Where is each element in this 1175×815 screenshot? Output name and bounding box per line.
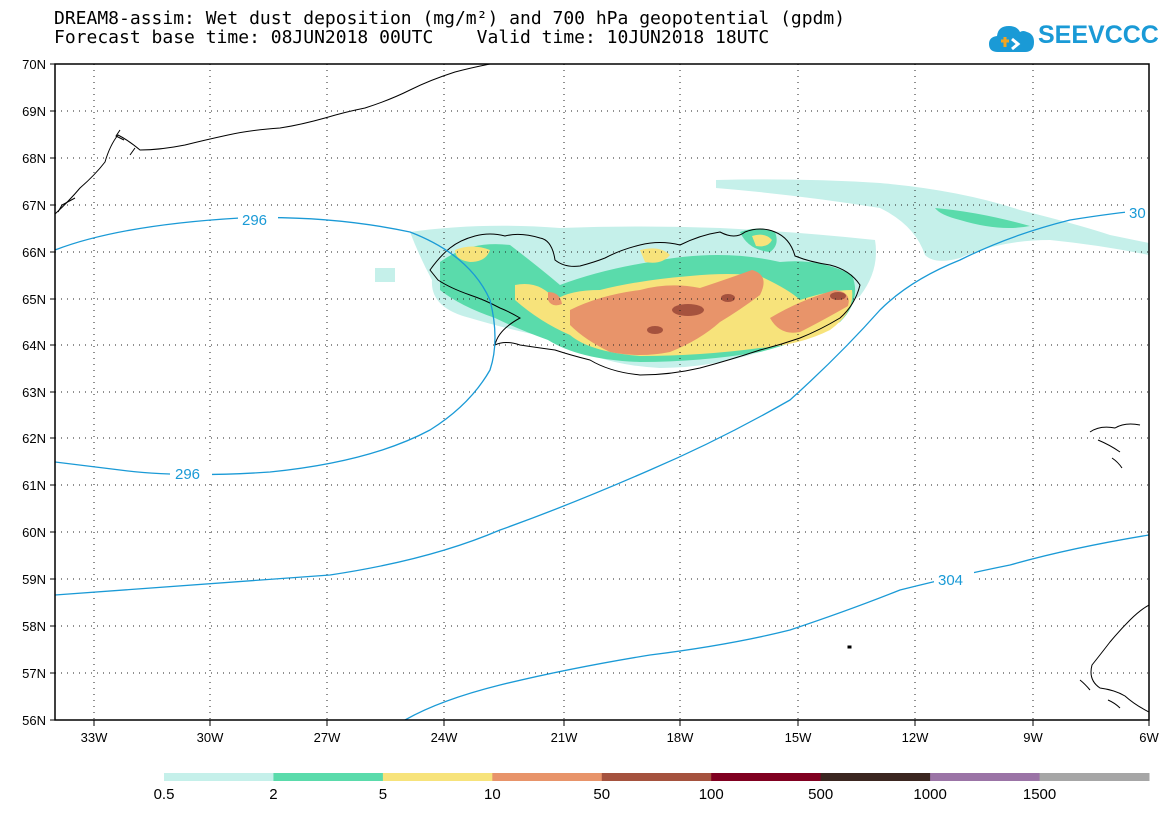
colorbar-label: 2 — [269, 786, 277, 803]
lat-label: 68N — [22, 151, 46, 166]
lat-label: 60N — [22, 525, 46, 540]
contour-300 — [55, 209, 1149, 596]
lat-label: 56N — [22, 713, 46, 728]
lat-label: 69N — [22, 104, 46, 119]
lon-label: 27W — [314, 730, 341, 745]
lat-ticks — [50, 63, 55, 721]
colorbar-segment — [930, 773, 1041, 781]
lat-label: 64N — [22, 338, 46, 353]
colorbar-segment — [164, 773, 274, 781]
lat-label: 61N — [22, 478, 46, 493]
lat-label: 59N — [22, 572, 46, 587]
colorbar-label: 0.5 — [154, 786, 175, 803]
dust-deposition-field — [375, 179, 1149, 368]
lon-label: 18W — [667, 730, 694, 745]
chart-title: DREAM8-assim: Wet dust deposition (mg/m²… — [54, 8, 846, 29]
grid — [55, 64, 1149, 720]
lon-label: 15W — [785, 730, 812, 745]
colorbar-segment — [711, 773, 822, 781]
forecast-times: Forecast base time: 08JUN2018 00UTC Vali… — [54, 27, 770, 48]
colorbar-label: 1500 — [1023, 786, 1056, 803]
colorbar-segment — [492, 773, 603, 781]
colorbar-segment — [820, 773, 931, 781]
lat-label: 66N — [22, 245, 46, 260]
lat-label: 67N — [22, 198, 46, 213]
colorbar: 0.5 2 5 10 50 100 500 1000 1500 — [154, 773, 1150, 803]
colorbar-label: 500 — [808, 786, 833, 803]
lat-label: 65N — [22, 292, 46, 307]
lat-label: 63N — [22, 385, 46, 400]
longitude-labels: 33W 30W 27W 24W 21W 18W 15W 12W 9W 6W — [81, 730, 1160, 745]
colorbar-label: 1000 — [913, 786, 946, 803]
contour-label: 304 — [938, 572, 963, 589]
colorbar-label: 100 — [699, 786, 724, 803]
lat-label: 58N — [22, 619, 46, 634]
lon-label: 12W — [902, 730, 929, 745]
lon-label: 9W — [1023, 730, 1043, 745]
lat-label: 57N — [22, 666, 46, 681]
contour-304 — [404, 534, 1149, 720]
cloud-icon — [989, 26, 1034, 52]
lon-label: 24W — [431, 730, 458, 745]
lon-label: 6W — [1139, 730, 1159, 745]
colorbar-segment — [1039, 773, 1150, 781]
colorbar-label: 10 — [484, 786, 501, 803]
contour-label: 30 — [1129, 205, 1146, 222]
contour-label: 296 — [242, 212, 267, 229]
colorbar-segment — [273, 773, 384, 781]
lon-label: 30W — [197, 730, 224, 745]
colorbar-label: 50 — [593, 786, 610, 803]
lat-label: 62N — [22, 431, 46, 446]
lon-label: 33W — [81, 730, 108, 745]
logo-text: SEEVCCC — [1038, 21, 1159, 49]
colorbar-label: 5 — [379, 786, 387, 803]
latitude-labels: 70N 69N 68N 67N 66N 65N 64N 63N 62N 61N … — [22, 57, 46, 728]
lon-label: 21W — [551, 730, 578, 745]
contour-labels: 296 296 304 30 — [170, 203, 1149, 589]
lon-ticks — [93, 720, 1150, 726]
contour-label: 296 — [175, 466, 200, 483]
seevccc-logo: SEEVCCC — [988, 18, 1159, 58]
lat-label: 70N — [22, 57, 46, 72]
colorbar-segment — [382, 773, 493, 781]
colorbar-segment — [601, 773, 712, 781]
